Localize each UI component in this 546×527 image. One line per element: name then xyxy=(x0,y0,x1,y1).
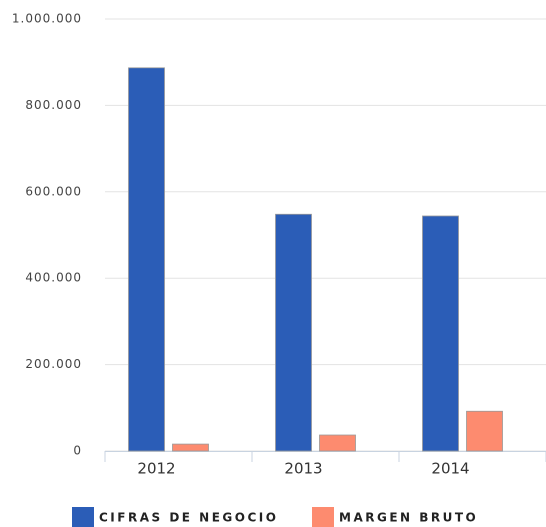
y-tick-label: 800.000 xyxy=(25,98,82,112)
bar xyxy=(319,434,356,452)
x-tick-label: 2012 xyxy=(137,460,175,478)
legend-swatch xyxy=(72,507,94,527)
bar xyxy=(128,67,165,452)
bar xyxy=(172,443,209,452)
x-tick-label: 2014 xyxy=(431,460,469,478)
bar xyxy=(466,410,503,452)
legend-label: MARGEN BRUTO xyxy=(339,511,478,525)
legend-swatch xyxy=(312,507,334,527)
bar xyxy=(422,215,459,452)
y-tick-label: 0 xyxy=(73,444,82,458)
bar xyxy=(275,213,312,452)
y-tick-label: 200.000 xyxy=(25,357,82,371)
y-tick-label: 600.000 xyxy=(25,184,82,198)
x-tick-label: 2013 xyxy=(284,460,322,478)
y-tick-label: 1.000.000 xyxy=(12,12,82,26)
legend-label: CIFRAS DE NEGOCIO xyxy=(99,511,278,525)
y-tick-label: 400.000 xyxy=(25,271,82,285)
